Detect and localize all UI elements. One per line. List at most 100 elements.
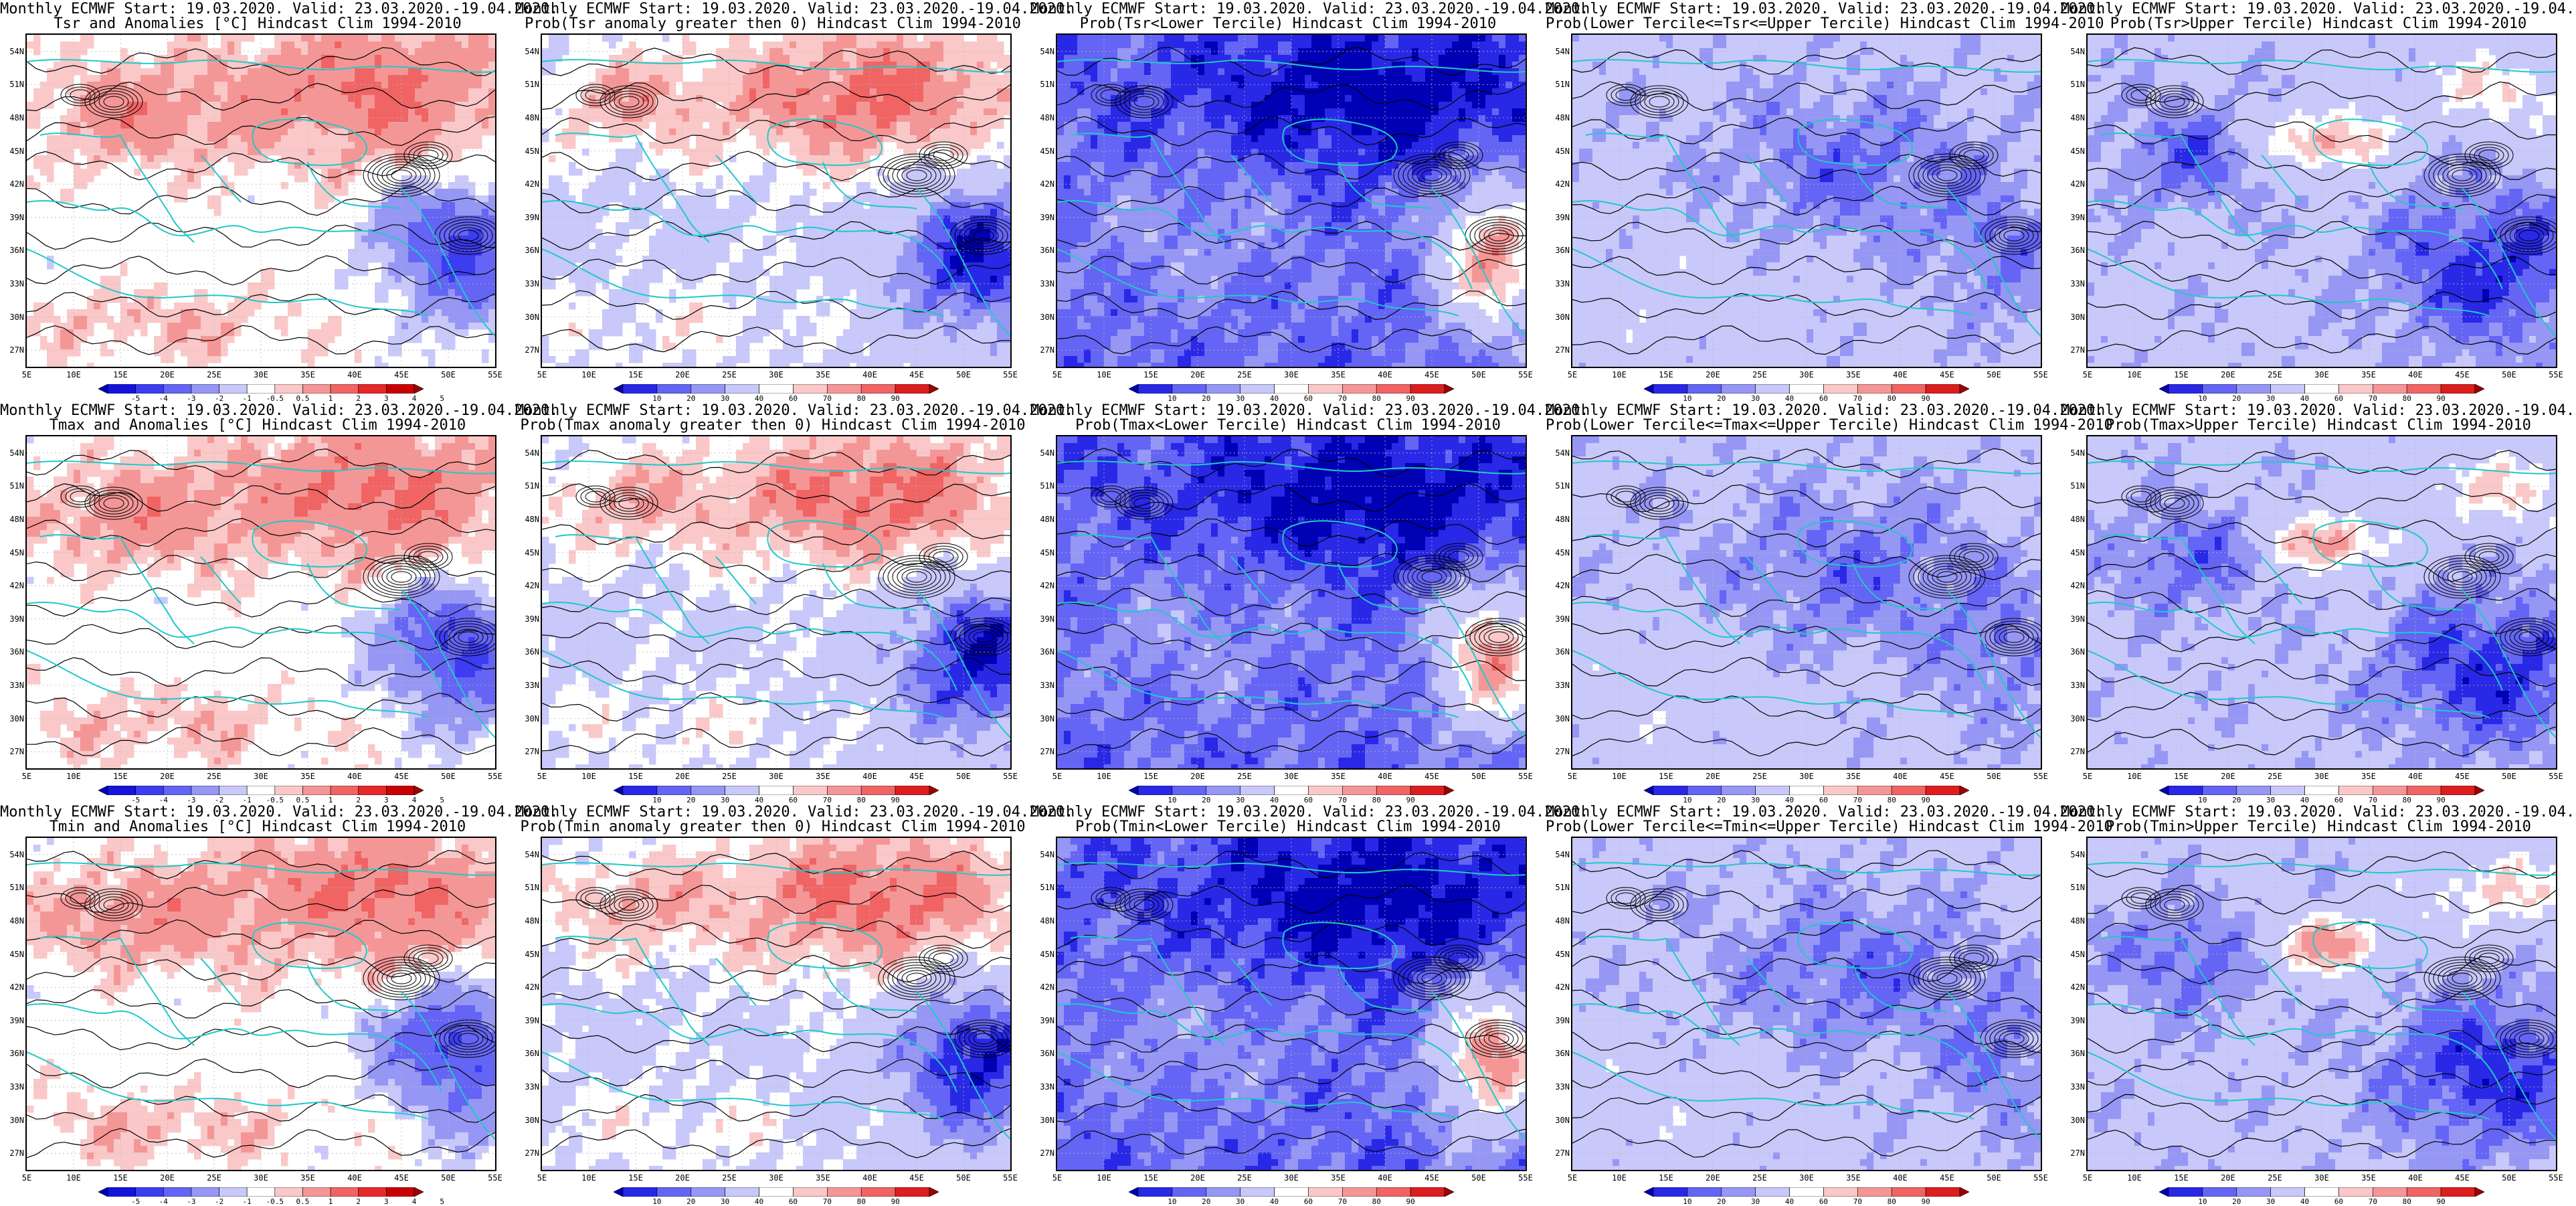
map-field (2088, 35, 2556, 367)
colorbar-swatch (163, 384, 191, 394)
latitude-label: 54N (1547, 851, 1570, 859)
map-field (27, 838, 495, 1170)
latitude-label: 51N (1, 883, 24, 891)
colorbar-swatch (827, 384, 861, 394)
map-field (1057, 436, 1526, 768)
longitude-label: 10E (575, 772, 602, 780)
longitude-label: 50E (1981, 772, 2007, 780)
longitude-label: 35E (810, 371, 836, 379)
colorbar-swatch (827, 786, 861, 795)
colorbar-swatch (386, 1187, 414, 1197)
latitude-label: 39N (1, 615, 24, 623)
latitude-label: 42N (1547, 983, 1570, 991)
map-area (2086, 837, 2557, 1171)
map-area (541, 837, 1012, 1171)
colorbar-high-triangle (1960, 384, 1969, 394)
longitude-label: 45E (388, 1174, 415, 1182)
map-panel-tmax-5: Monthly ECMWF Start: 19.03.2020. Valid: … (2061, 402, 2576, 803)
map-panel-tmin-3: Monthly ECMWF Start: 19.03.2020. Valid: … (1030, 803, 1546, 1205)
longitude-label: 25E (716, 772, 743, 780)
colorbar-high-triangle (2475, 384, 2484, 394)
colorbar (98, 1187, 424, 1197)
colorbar-swatch (1823, 384, 1857, 394)
latitude-label: 27N (1032, 748, 1054, 756)
longitude-label: 50E (950, 1174, 977, 1182)
colorbar-swatch (759, 786, 794, 795)
colorbar-swatch (2237, 786, 2271, 795)
longitude-label: 20E (154, 371, 181, 379)
colorbar-swatches (2159, 1187, 2484, 1197)
latitude-label: 54N (1032, 851, 1054, 859)
latitude-label: 36N (1547, 1049, 1570, 1057)
colorbar-low-triangle (1644, 1187, 1653, 1197)
latitude-label: 48N (1, 515, 24, 523)
latitude-label: 30N (2062, 313, 2085, 321)
colorbar-tick-label: -1 (237, 1198, 257, 1205)
map-area (2086, 435, 2557, 770)
longitude-label: 35E (2355, 772, 2382, 780)
colorbar-swatch (2169, 786, 2203, 795)
panel-title-line2: Prob(Tmin>Upper Tercile) Hindcast Clim 1… (2061, 819, 2576, 835)
colorbar-swatch (275, 786, 303, 795)
longitude-label: 50E (1465, 371, 1492, 379)
colorbar-swatch (657, 786, 691, 795)
colorbar-swatch (1275, 786, 1309, 795)
colorbar-tick-label: 2 (349, 1198, 369, 1205)
latitude-label: 54N (517, 48, 539, 56)
colorbar-tick-label: 4 (404, 1198, 424, 1205)
map-panel-tsr-1: Monthly ECMWF Start: 19.03.2020. Valid: … (0, 0, 515, 402)
map-area (1571, 33, 2042, 368)
colorbar-high-triangle (929, 384, 939, 394)
colorbar-swatch (136, 1187, 164, 1197)
longitude-label: 50E (1465, 772, 1492, 780)
longitude-label: 30E (763, 772, 790, 780)
latitude-label: 30N (1547, 715, 1570, 723)
colorbar-swatch (1206, 384, 1240, 394)
latitude-label: 51N (517, 482, 539, 490)
longitude-label: 45E (1934, 772, 1960, 780)
colorbar-tick-label: 30 (1746, 1198, 1766, 1205)
latitude-label: 27N (1, 346, 24, 354)
colorbar-swatch (2169, 384, 2203, 394)
colorbar-swatch (2441, 786, 2475, 795)
colorbar-swatch (2271, 384, 2305, 394)
longitude-label: 40E (341, 1174, 368, 1182)
latitude-label: 45N (1547, 549, 1570, 557)
latitude-label: 42N (2062, 582, 2085, 590)
longitude-label: 45E (1418, 1174, 1445, 1182)
colorbar-low-triangle (98, 1187, 108, 1197)
longitude-label: 5E (1044, 1174, 1071, 1182)
latitude-label: 51N (517, 883, 539, 891)
longitude-label: 10E (2121, 371, 2148, 379)
latitude-label: 39N (2062, 615, 2085, 623)
longitude-label: 5E (529, 1174, 555, 1182)
map-field (1572, 35, 2041, 367)
colorbar-swatch (1138, 384, 1172, 394)
panel-title-line2: Prob(Lower Tercile<=Tsr<=Upper Tercile) … (1546, 16, 2061, 32)
latitude-label: 36N (2062, 648, 2085, 656)
latitude-label: 30N (1547, 313, 1570, 321)
latitude-label: 42N (1, 582, 24, 590)
colorbar-swatch (1653, 384, 1687, 394)
map-field (542, 838, 1010, 1170)
latitude-label: 39N (2062, 213, 2085, 222)
latitude-label: 27N (517, 1149, 539, 1157)
latitude-label: 51N (1, 80, 24, 88)
colorbar-swatch (793, 1187, 827, 1197)
longitude-label: 10E (2121, 1174, 2148, 1182)
map-field (1057, 838, 1526, 1170)
map-area (25, 837, 496, 1171)
colorbar-low-triangle (2159, 1187, 2169, 1197)
colorbar-swatch (861, 786, 895, 795)
longitude-label: 10E (575, 1174, 602, 1182)
colorbar-tick-label: -3 (181, 1198, 201, 1205)
latitude-label: 39N (517, 615, 539, 623)
latitude-label: 36N (517, 246, 539, 254)
colorbar-swatch (623, 384, 657, 394)
panel-title-line2: Prob(Tmin<Lower Tercile) Hindcast Clim 1… (1030, 819, 1546, 835)
longitude-label: 15E (1653, 1174, 1679, 1182)
colorbar-swatch (1308, 1187, 1342, 1197)
longitude-label: 55E (2543, 772, 2569, 780)
latitude-label: 39N (1032, 1017, 1054, 1025)
